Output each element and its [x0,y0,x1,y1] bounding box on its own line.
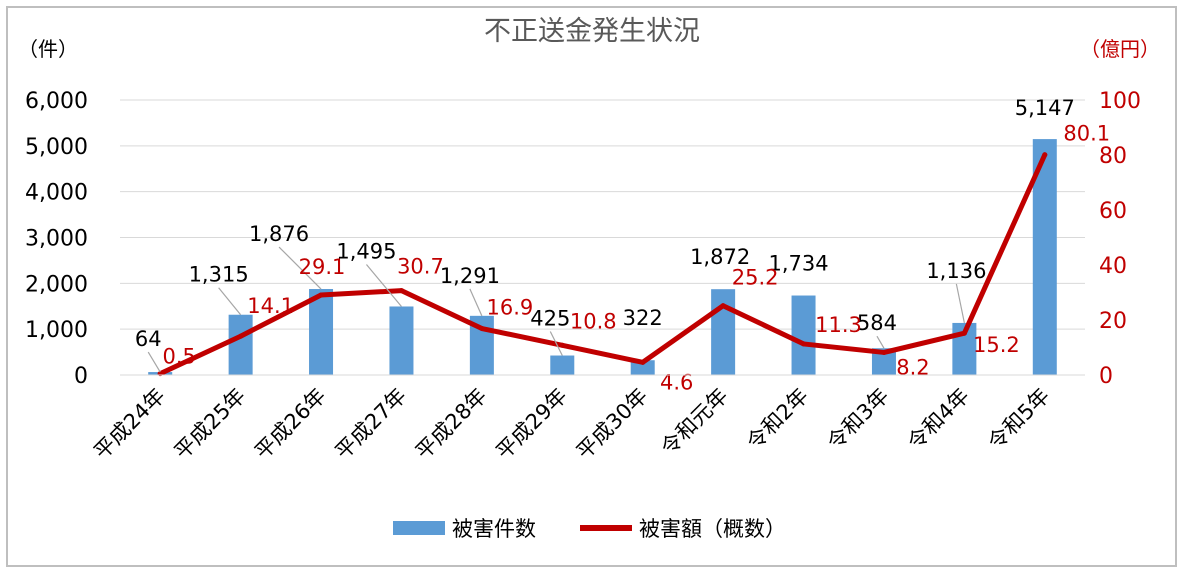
line-point [1042,152,1048,158]
line-data-label: 14.1 [247,294,294,318]
left-tick-label: 1,000 [25,318,88,343]
bar [309,289,334,375]
chart-title: 不正送金発生状況 [484,16,700,47]
bar-data-label: 584 [857,311,897,335]
line-point [559,342,565,348]
line-point [881,349,887,355]
bar-data-label: 425 [530,307,570,331]
bar [550,355,575,375]
bar-data-label: 1,315 [189,263,249,287]
line-point [640,359,646,365]
left-tick-label: 6,000 [25,89,88,114]
line-point [720,303,726,309]
line-data-label: 10.8 [570,309,617,333]
leader-line [549,331,563,356]
bar [630,360,655,375]
right-tick-label: 100 [1099,89,1141,114]
right-tick-label: 80 [1099,144,1127,169]
line-data-label: 25.2 [732,266,779,290]
line-point [801,341,807,347]
leader-line [469,288,483,317]
legend: 被害件数 被害額（概数） [393,517,786,541]
bar-data-label: 322 [623,306,663,330]
category-label: 平成29年 [491,384,571,464]
bar-data-label: 1,291 [440,264,500,288]
line-data-label: 8.2 [896,355,929,379]
bar [228,314,253,375]
line-data-label: 30.7 [397,255,444,279]
line-point [398,288,404,294]
line-point [961,330,967,336]
bar-data-label: 5,147 [1015,96,1075,120]
bar-data-label: 1,872 [690,245,750,269]
line-data-label: 16.9 [486,296,533,320]
left-tick-label: 5,000 [25,135,88,160]
bar [711,289,736,375]
category-label: 令和2年 [742,384,813,455]
line-data-label: 0.5 [163,345,196,369]
bar-data-label: 1,495 [336,239,396,263]
category-label: 平成30年 [572,384,652,464]
line-point [238,333,244,339]
leader-line [218,287,242,316]
leader-line [278,246,322,290]
line-data-label: 15.2 [973,333,1020,357]
category-label: 令和4年 [903,384,974,455]
leader-line [365,264,402,307]
line-data-label: 11.3 [815,313,862,337]
left-tick-label: 0 [74,364,88,389]
leader-line [876,335,885,349]
right-axis-unit: （億円） [1080,37,1160,61]
line-data-label: 4.6 [660,370,693,394]
category-label: 平成25年 [170,384,250,464]
bar-data-label: 1,136 [926,259,986,283]
category-label: 令和5年 [983,384,1054,455]
legend-swatch-bar [393,521,445,535]
category-label: 平成27年 [331,384,411,464]
left-tick-label: 3,000 [25,227,88,252]
bar-data-label: 64 [135,327,162,351]
line-point [318,292,324,298]
leader-line [147,351,161,373]
right-tick-label: 20 [1099,309,1127,334]
category-label: 令和3年 [823,384,894,455]
line-point [479,326,485,332]
line-series [157,152,1048,377]
bar [389,306,414,375]
bar [791,295,816,375]
legend-label-bar: 被害件数 [452,517,536,541]
category-label: 平成26年 [250,384,330,464]
leader-line [955,283,965,324]
left-axis-unit: （件） [18,37,78,61]
category-label: 令和元年 [656,384,732,460]
bar-data-label: 1,734 [768,252,828,276]
line-data-label: 29.1 [299,255,346,279]
left-tick-label: 4,000 [25,181,88,206]
legend-label-line: 被害額（概数） [639,517,786,541]
right-tick-label: 60 [1099,199,1127,224]
left-tick-label: 2,000 [25,272,88,297]
right-tick-label: 40 [1099,254,1127,279]
category-label: 平成28年 [411,384,491,464]
right-tick-label: 0 [1099,364,1113,389]
bar-data-label: 1,876 [249,222,309,246]
line-data-label: 80.1 [1063,122,1110,146]
category-label: 平成24年 [89,384,169,464]
